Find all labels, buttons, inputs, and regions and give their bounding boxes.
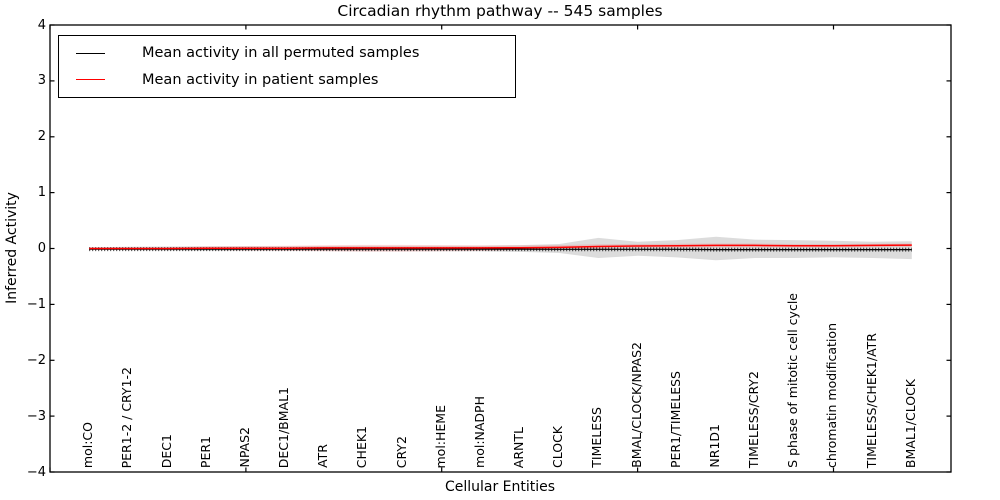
entity-label: mol:NADPH — [471, 396, 487, 468]
entity-label: TIMELESS/CRY2 — [746, 370, 762, 468]
entity-label: BMAL/CLOCK/NPAS2 — [628, 342, 644, 468]
entity-label: NPAS2 — [236, 427, 252, 468]
entity-label: ATR — [315, 444, 331, 468]
y-tick-label: −1 — [26, 296, 46, 312]
y-tick-label: 1 — [37, 185, 46, 201]
entity-label: TIMELESS — [589, 407, 605, 468]
entity-label: CHEK1 — [354, 425, 370, 468]
y-tick-label: 3 — [37, 73, 46, 89]
y-tick-label: −3 — [26, 408, 46, 424]
legend-label: Mean activity in all permuted samples — [142, 45, 420, 62]
entity-label: NR1D1 — [706, 424, 722, 468]
legend-entry-patient: Mean activity in patient samples — [59, 72, 515, 88]
y-tick-label: −2 — [26, 352, 46, 368]
entity-label: mol:CO — [80, 421, 96, 468]
entity-label: PER1/TIMELESS — [667, 370, 683, 468]
legend-line-sample-black — [76, 52, 105, 54]
line-patient-mean — [89, 244, 912, 250]
legend-line-sample-red — [76, 79, 105, 81]
legend-entry-permuted: Mean activity in all permuted samples — [59, 45, 515, 61]
legend-label: Mean activity in patient samples — [142, 71, 379, 88]
entity-label: TIMELESS/CHEK1/ATR — [863, 332, 879, 468]
entity-label: BMAL1/CLOCK — [902, 378, 918, 468]
entity-label: S phase of mitotic cell cycle — [785, 293, 801, 468]
entity-label: DEC1 — [158, 433, 174, 468]
entity-label: DEC1/BMAL1 — [276, 386, 292, 468]
legend: Mean activity in all permuted samples Me… — [58, 35, 516, 98]
entity-label: CRY2 — [393, 435, 409, 468]
line-permuted-mean — [89, 248, 912, 251]
x-axis-label: Cellular Entities — [444, 479, 556, 495]
y-tick-label: 4 — [37, 17, 46, 33]
entity-label: CLOCK — [550, 425, 566, 468]
y-tick-label: −4 — [26, 464, 46, 480]
entity-label: chromatin modification — [824, 323, 840, 468]
entity-label: ARNTL — [511, 426, 527, 468]
chart-title: Circadian rhythm pathway -- 545 samples — [337, 2, 663, 20]
y-tick-label: 0 — [37, 241, 46, 256]
y-tick-label: 2 — [37, 129, 46, 145]
entity-label: PER1 — [197, 435, 213, 468]
entity-label: mol:HEME — [432, 404, 448, 469]
entity-label: PER1-2 / CRY1-2 — [119, 366, 135, 468]
